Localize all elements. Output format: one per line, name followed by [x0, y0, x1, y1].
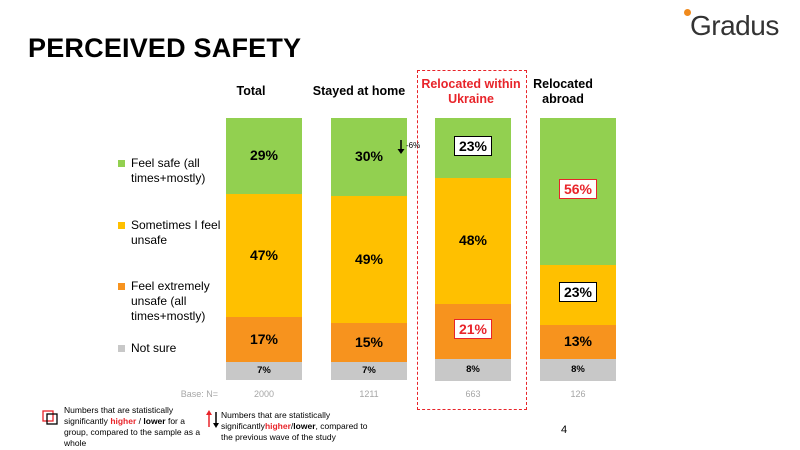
value-label-relocated-abroad-not-sure: 8%: [571, 363, 585, 375]
footnote-sep: /: [290, 421, 294, 431]
bar-segment-total-extremely-unsafe: [226, 317, 302, 363]
footnote-higher: higher: [110, 416, 137, 426]
value-label-total-extremely-unsafe: 17%: [249, 330, 279, 347]
legend-swatch-green: [118, 160, 125, 167]
wave-change-label: -6%: [406, 141, 421, 150]
footnote-lower: lower: [293, 421, 316, 431]
bar-segment-stayed-at-home-not-sure: [331, 361, 407, 381]
legend-label: Feel safe (all times+mostly): [131, 156, 206, 185]
wave-change-indicator: -6%: [397, 139, 427, 157]
legend-swatch-orange: [118, 283, 125, 290]
significance-box: 21%: [453, 319, 493, 340]
bar-segment-relocated-within-ukraine-sometimes-unsafe: [435, 178, 511, 305]
base-label: Base: N=: [180, 389, 218, 399]
base-n-relocated-abroad: 126: [570, 389, 586, 399]
column-header-total: Total: [236, 84, 266, 98]
significance-box: 23%: [558, 282, 598, 303]
bar-segment-stayed-at-home-sometimes-unsafe: [331, 195, 407, 324]
value-label-stayed-at-home-extremely-unsafe: 15%: [354, 333, 384, 350]
bar-segment-stayed-at-home-extremely-unsafe: [331, 322, 407, 363]
legend-label: Not sure: [131, 341, 177, 355]
bar-segment-total-not-sure: [226, 361, 302, 381]
value-label-relocated-abroad-extremely-unsafe: 13%: [563, 333, 593, 350]
base-n-stayed-at-home: 1211: [359, 389, 379, 399]
column-header-relocated-within-ukraine: Relocated within Ukraine: [421, 77, 521, 106]
footnote-text: for a group, compared to the sample as a…: [64, 416, 201, 448]
bar-segment-relocated-abroad-not-sure: [540, 359, 616, 381]
bar-segment-relocated-within-ukraine-not-sure: [435, 359, 511, 381]
value-label-relocated-abroad-sometimes-unsafe: 23%: [540, 282, 616, 303]
bar-segment-total-feel-safe: [226, 118, 302, 195]
legend-label: Feel extremely unsafe (all times+mostly): [131, 279, 210, 323]
value-label-relocated-within-ukraine-sometimes-unsafe: 48%: [458, 232, 488, 249]
value-label-relocated-within-ukraine-not-sure: 8%: [466, 363, 480, 375]
value-label-total-feel-safe: 29%: [249, 147, 279, 164]
value-label-relocated-within-ukraine-feel-safe: 23%: [435, 135, 511, 156]
box-footnote-text: Numbers that are statistically significa…: [64, 405, 209, 449]
footnote-text: Numbers that are statistically significa…: [221, 410, 331, 431]
base-n-total: 2000: [253, 389, 275, 399]
legend-label: Sometimes I feel unsafe: [131, 218, 221, 247]
value-label-total-sometimes-unsafe: 47%: [249, 246, 279, 263]
footnote-text: Numbers that are statistically significa…: [64, 405, 174, 426]
footnote-text: , compared to the previous wave of the s…: [221, 421, 368, 442]
arrow-down-icon: [397, 140, 405, 154]
up-down-arrows-icon: [206, 410, 219, 428]
significance-box: 23%: [453, 135, 493, 156]
footnote-higher: higher: [264, 421, 291, 431]
arrow-footnote-text: Numbers that are statistically significa…: [221, 410, 371, 443]
highlight-dashed-frame: [417, 70, 527, 410]
value-label-total-not-sure: 7%: [257, 364, 271, 376]
footnote-lower: lower: [143, 416, 166, 426]
slide-title: PERCEIVED SAFETY: [28, 33, 302, 63]
bar-segment-relocated-abroad-extremely-unsafe: [540, 325, 616, 360]
significance-box: 56%: [558, 178, 598, 199]
bar-segment-total-sometimes-unsafe: [226, 194, 302, 318]
page-number: 4: [561, 424, 568, 436]
base-n-relocated-within-ukraine: 663: [465, 389, 481, 399]
value-label-stayed-at-home-not-sure: 7%: [362, 365, 376, 377]
value-label-stayed-at-home-feel-safe: 30%: [354, 148, 384, 165]
legend-swatch-yellow: [118, 222, 125, 229]
value-label-relocated-within-ukraine-extremely-unsafe: 21%: [435, 319, 511, 340]
column-header-relocated-abroad: Relocated abroad: [533, 77, 593, 106]
column-header-stayed-at-home: Stayed at home: [312, 84, 406, 98]
boxes-icon: [42, 410, 58, 425]
logo-text: Gradus: [690, 10, 779, 41]
footnote-sep: /: [136, 416, 144, 426]
legend-swatch-grey: [118, 345, 125, 352]
value-label-stayed-at-home-sometimes-unsafe: 49%: [354, 250, 384, 267]
logo-dot-icon: [684, 9, 691, 16]
bar-segment-stayed-at-home-feel-safe: [331, 118, 407, 197]
value-label-relocated-abroad-feel-safe: 56%: [540, 178, 616, 199]
